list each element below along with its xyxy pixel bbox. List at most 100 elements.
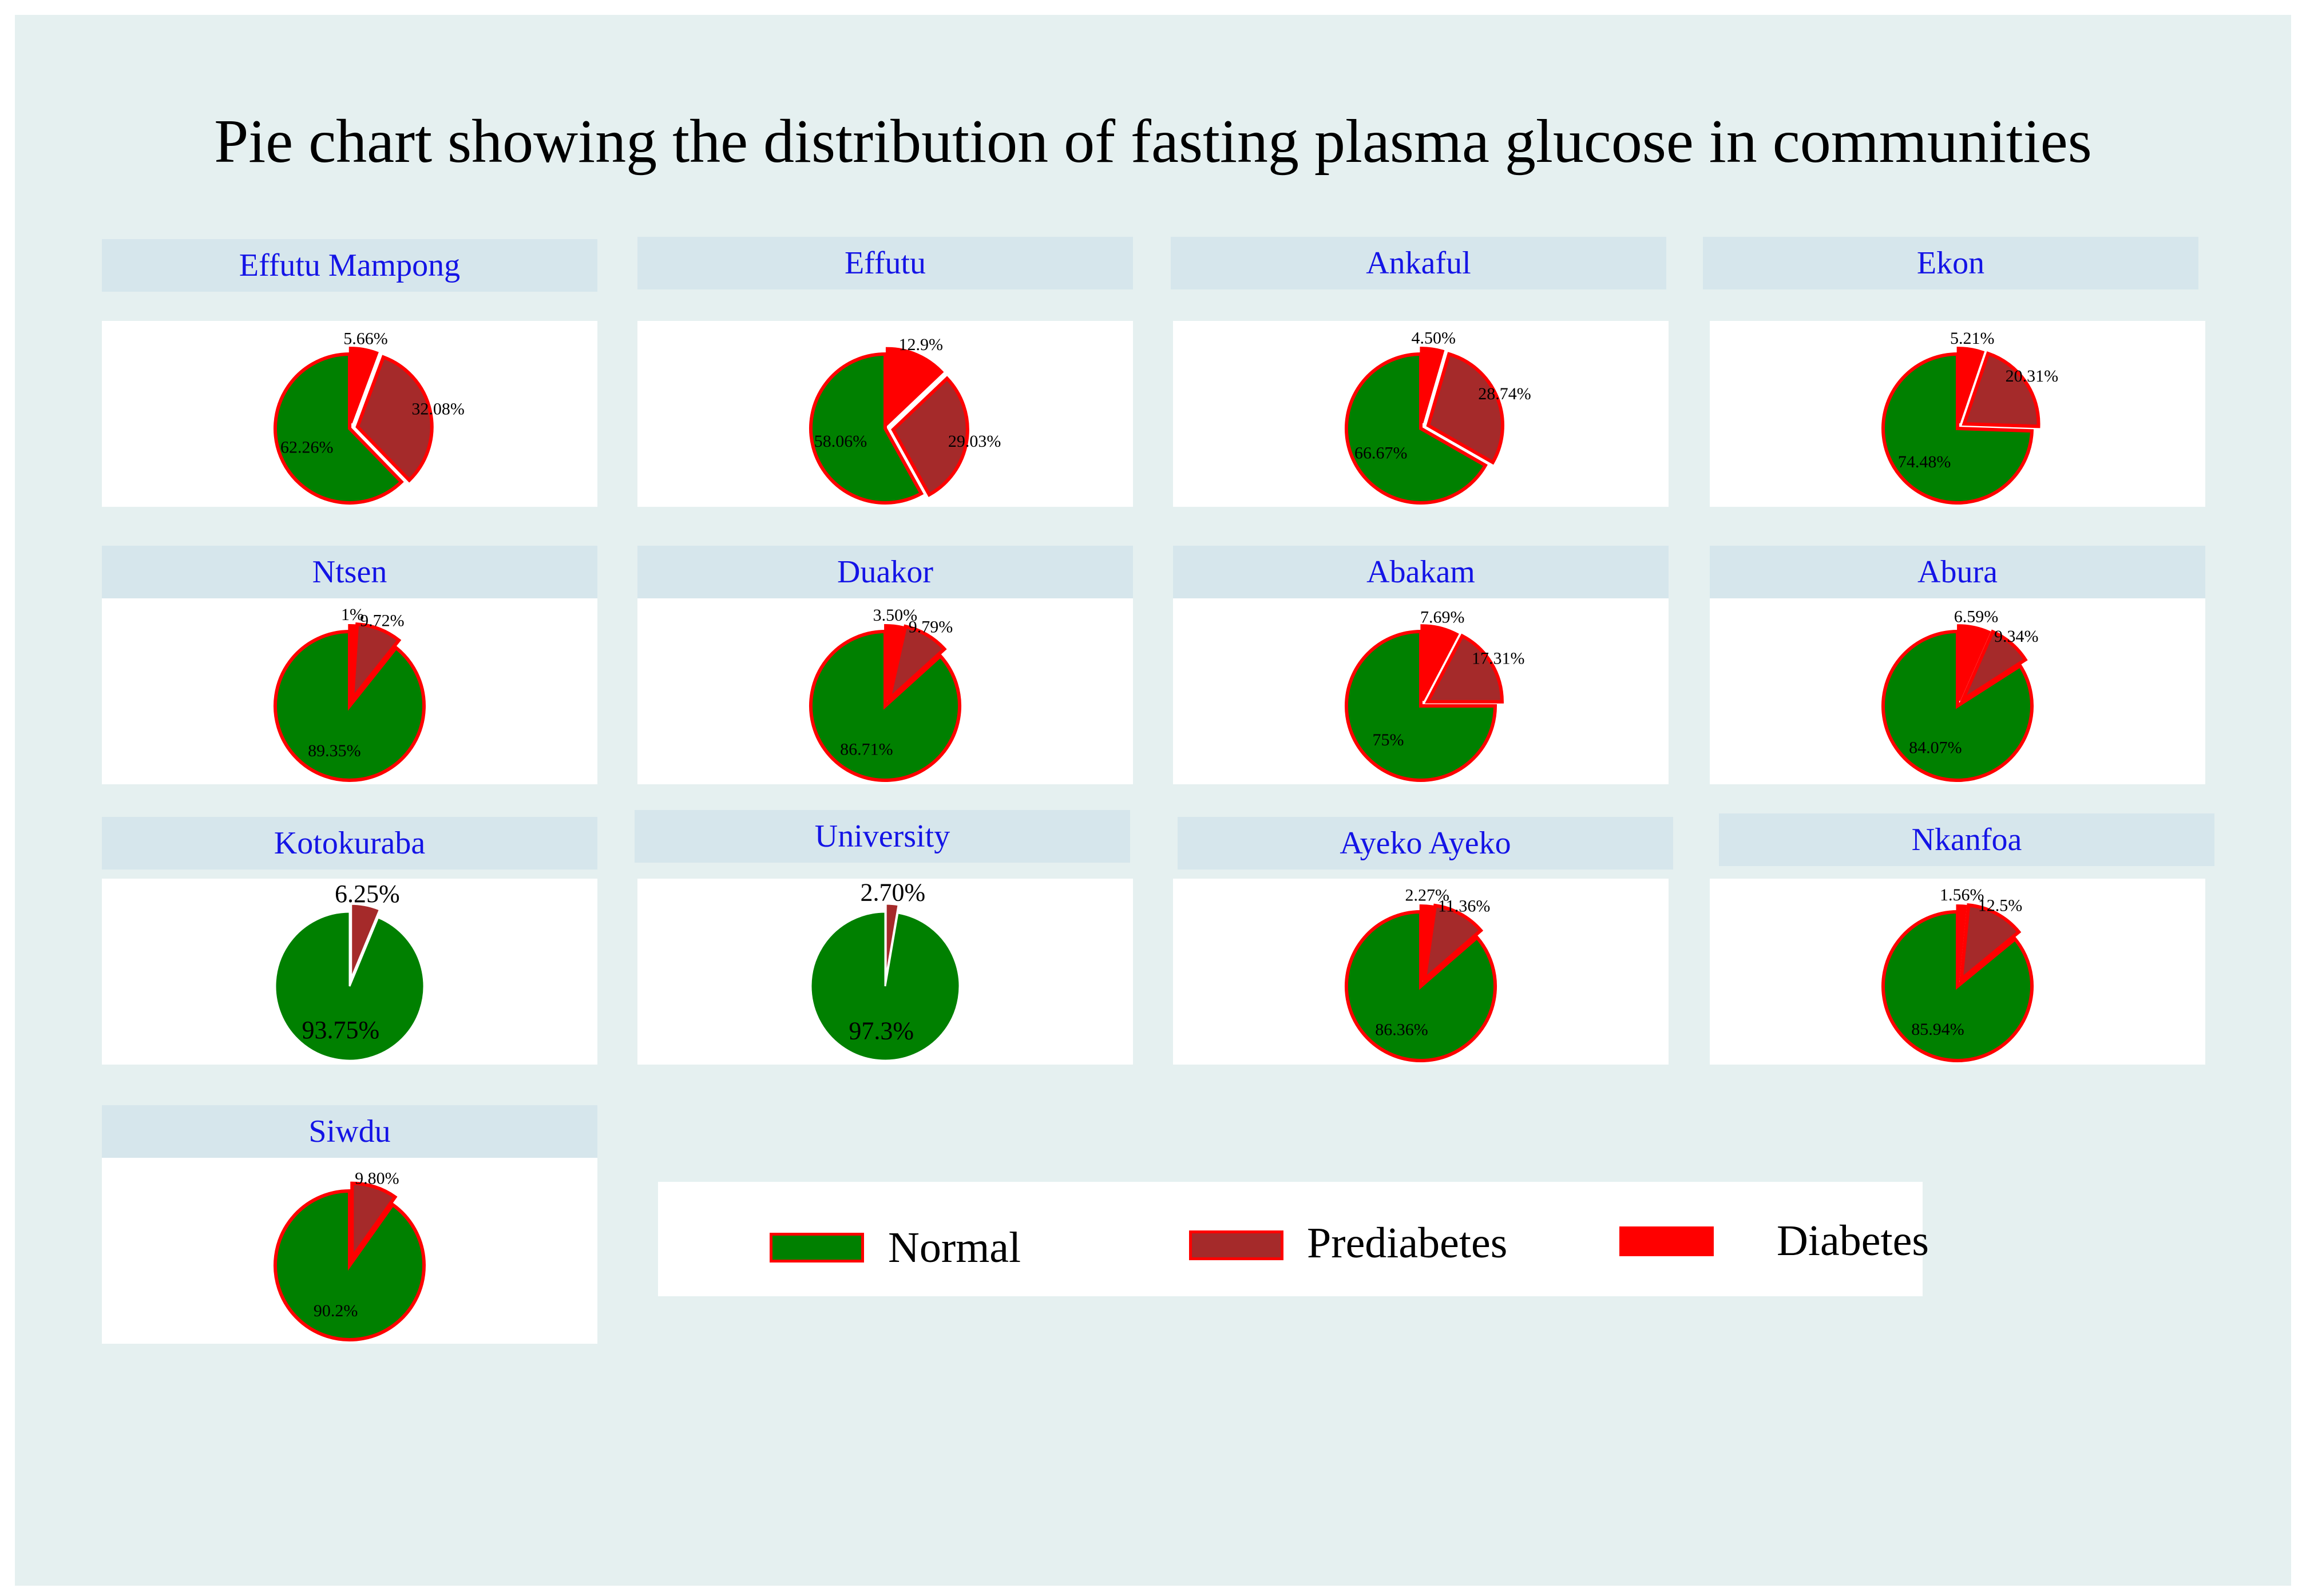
slice-label-prediabetes: 9.79% (909, 617, 953, 636)
pie-slice-diabetes (885, 347, 944, 427)
pie-slice-normal (274, 911, 425, 1062)
panel-title: Duakor (837, 554, 933, 590)
chart-background: Pie chart showing the distribution of fa… (15, 15, 2291, 1586)
pie-slice-normal (809, 352, 924, 505)
slice-label-prediabetes: 2.70% (861, 879, 926, 907)
pie-panel: 58.06% 29.03% 12.9% (637, 321, 1133, 507)
slice-label-diabetes: 7.69% (1420, 608, 1465, 627)
slice-label-prediabetes: 11.36% (1438, 896, 1490, 915)
pie-slice-prediabetes (885, 903, 900, 979)
pie-slice-normal (1881, 910, 2034, 1062)
panel-title: Ekon (1916, 245, 1985, 281)
slice-label-normal: 84.07% (1909, 739, 1962, 757)
pie-slice-normal (1345, 910, 1497, 1062)
slice-label-diabetes: 1% (341, 605, 364, 624)
panel-header: Kotokuraba (102, 817, 597, 870)
pie-slice-normal (274, 352, 404, 505)
pie-slice-prediabetes (1425, 633, 1504, 704)
pie-panel: 66.67% 28.74% 4.50% (1173, 321, 1669, 507)
panel-title: Abura (1917, 554, 1998, 590)
pie-chart: 90.2% 9.80% (274, 1169, 426, 1341)
panel-header: Siwdu (102, 1105, 597, 1158)
slice-label-normal: 86.36% (1375, 1020, 1428, 1039)
slice-label-diabetes: 2.27% (1405, 886, 1450, 904)
pie-slice-diabetes (1956, 904, 1967, 981)
pie-slice-prediabetes (1962, 351, 2040, 428)
pie-chart: 97.3% 2.70% (810, 879, 961, 1062)
slice-label-normal: 58.06% (814, 432, 867, 451)
panel-header: Effutu Mampong (102, 239, 597, 292)
pie-slice-normal (1345, 352, 1488, 505)
legend-label-diabetes: Diabetes (1777, 1217, 1929, 1265)
pie-slice-normal (1881, 352, 2034, 505)
pie-slice-prediabetes (886, 624, 947, 704)
slice-label-normal: 97.3% (849, 1017, 914, 1045)
pie-chart: 86.71% 9.79%3.50% (809, 606, 961, 782)
pie-slice-prediabetes (350, 622, 402, 704)
slice-label-diabetes: 1.56% (1940, 886, 1984, 904)
main-title: Pie chart showing the distribution of fa… (214, 108, 2092, 176)
slice-label-prediabetes: 9.80% (355, 1169, 399, 1188)
pie-panel: 85.94% 12.5% 1.56% (1710, 879, 2205, 1065)
pie-slice-diabetes (1420, 624, 1459, 701)
slice-label-normal: 90.2% (314, 1301, 358, 1320)
pie-panel: 97.3% 2.70% (637, 879, 1133, 1065)
pie-slice-diabetes (1420, 347, 1445, 423)
slice-label-diabetes: 4.50% (1412, 329, 1456, 348)
slice-label-prediabetes: 29.03% (948, 432, 1001, 451)
slice-label-prediabetes: 9.72% (360, 612, 405, 630)
pie-slice-diabetes (348, 347, 379, 424)
pie-panel: 93.75% 6.25% (102, 879, 597, 1065)
pie-slice-diabetes (1956, 347, 1985, 424)
pie-panel: 75% 17.31% 7.69% (1173, 598, 1669, 784)
panel-title: University (814, 819, 950, 854)
pie-slice-prediabetes (1426, 352, 1504, 465)
slice-label-normal: 75% (1373, 730, 1404, 749)
slice-label-prediabetes: 6.25% (335, 880, 400, 908)
pie-chart: 58.06% 29.03% 12.9% (809, 335, 1001, 505)
panel-header: Ayeko Ayeko (1178, 817, 1673, 870)
pie-slice-diabetes (884, 624, 905, 701)
panel-header: Abura (1710, 546, 2205, 598)
pie-chart: 89.35% 9.72%1% (274, 605, 426, 782)
panel-header: Duakor (637, 546, 1133, 598)
panel-title: Ntsen (312, 554, 387, 590)
pie-slice-prediabetes (350, 903, 381, 979)
slice-label-normal: 74.48% (1898, 452, 1951, 471)
panel-header: Ntsen (102, 546, 597, 598)
slice-label-normal: 86.71% (840, 740, 893, 759)
legend: Normal Prediabetes Diabetes (658, 1182, 1929, 1296)
pie-panel: 84.07% 9.34% 6.59% (1710, 598, 2205, 784)
panel-header: Effutu (637, 237, 1133, 289)
pie-chart: 62.26% 32.08% 5.66% (274, 329, 465, 505)
pie-panel: 90.2% 9.80% (102, 1158, 597, 1344)
slice-label-prediabetes: 9.34% (1994, 627, 2039, 646)
legend-label-prediabetes: Prediabetes (1307, 1219, 1508, 1267)
pie-chart: 66.67% 28.74% 4.50% (1345, 329, 1531, 505)
pie-chart: 84.07% 9.34%6.59% (1881, 607, 2039, 782)
pie-chart: 75% 17.31% 7.69% (1345, 608, 1524, 782)
legend-swatch-normal (770, 1233, 864, 1262)
pie-slice-prediabetes (355, 355, 434, 483)
panel-title: Nkanfoa (1911, 822, 2022, 857)
panel-title: Effutu Mampong (239, 248, 461, 283)
pie-slice-normal (1881, 629, 2034, 782)
pie-slice-prediabetes (891, 376, 969, 497)
slice-label-prediabetes: 12.5% (1978, 896, 2023, 915)
pie-slice-normal (274, 629, 426, 782)
pie-panel: 74.48% 20.31% 5.21% (1710, 321, 2205, 507)
panel-header: Ankaful (1171, 237, 1666, 289)
pie-slice-diabetes (1419, 904, 1434, 981)
pie-slice-diabetes (348, 624, 356, 701)
pie-chart: 93.75% 6.25% (274, 880, 425, 1062)
pie-chart: 86.36% 11.36%2.27% (1345, 886, 1497, 1062)
panel-header: Abakam (1173, 546, 1669, 598)
pie-panel: 86.36% 11.36% 2.27% (1173, 879, 1669, 1065)
pie-slice-prediabetes (350, 1181, 398, 1264)
pie-panel: 89.35% 9.72% 1% (102, 598, 597, 784)
slice-label-normal: 66.67% (1354, 443, 1408, 462)
pie-chart: 85.94% 12.5%1.56% (1881, 886, 2034, 1062)
pie-slice-normal (810, 911, 961, 1062)
pie-slice-prediabetes (1959, 903, 2022, 983)
panel-header: Ekon (1703, 237, 2198, 289)
